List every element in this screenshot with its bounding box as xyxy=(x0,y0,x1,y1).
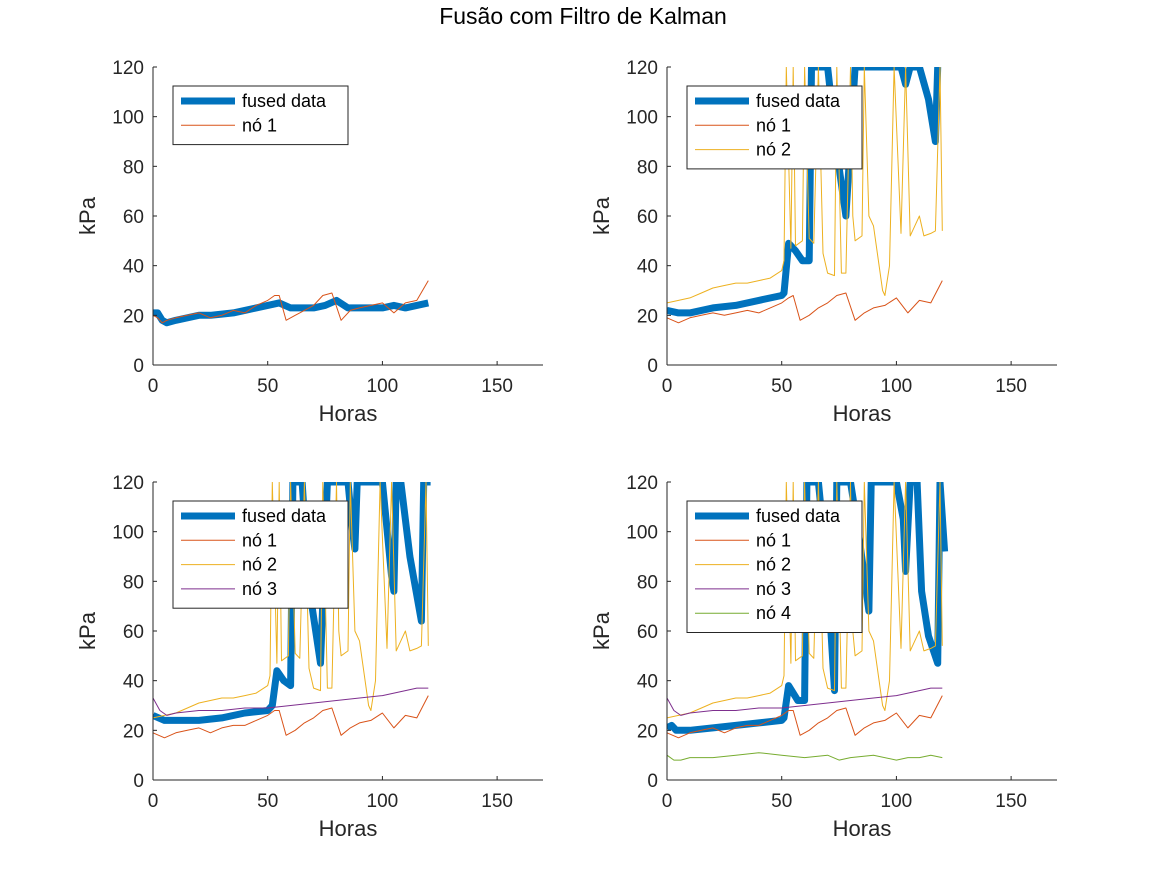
y-tick-label: 60 xyxy=(637,622,658,643)
series-line-fused xyxy=(667,482,949,734)
y-tick-label: 80 xyxy=(637,157,658,178)
subplot-grid: 0 20 40 60 80 100 120 0 50 100 150 Horas kPa fused da… xyxy=(75,58,1057,841)
x-tick-label: 50 xyxy=(257,376,278,397)
y-axis-label: kPa xyxy=(589,196,614,235)
legend-box xyxy=(172,85,349,146)
y-tick-label: 80 xyxy=(123,572,144,593)
x-tick-label: 0 xyxy=(148,376,159,397)
y-tick-label: 0 xyxy=(133,771,144,792)
legend: fused data nó 1 xyxy=(172,85,349,146)
x-tick-label: 150 xyxy=(995,376,1027,397)
legend-box xyxy=(686,500,863,633)
series-line-n2 xyxy=(667,67,943,304)
legend-label: nó 1 xyxy=(242,530,277,550)
y-axis-label: kPa xyxy=(589,611,614,650)
x-tick-label: 0 xyxy=(662,791,673,812)
x-tick-label: 100 xyxy=(881,376,913,397)
subplot-1: 0 20 40 60 80 100 120 0 50 100 150 Horas kPa fused da… xyxy=(75,58,543,426)
x-axis-label: Horas xyxy=(833,401,892,426)
legend-label: fused data xyxy=(756,91,841,111)
x-tick-label: 50 xyxy=(257,791,278,812)
legend-label: fused data xyxy=(242,506,327,526)
series-group xyxy=(153,280,430,327)
subplot-2: 0 20 40 60 80 100 120 0 50 100 150 Horas kPa fused da… xyxy=(589,58,1057,426)
legend-label: nó 4 xyxy=(756,603,791,623)
series-line-n1 xyxy=(153,695,429,739)
y-tick-label: 20 xyxy=(123,721,144,742)
y-tick-label: 100 xyxy=(112,108,144,129)
y-tick-label: 40 xyxy=(637,672,658,693)
y-axis-label: kPa xyxy=(75,196,100,235)
y-tick-label: 60 xyxy=(123,622,144,643)
series-line-n1 xyxy=(153,280,429,324)
series-line-fused xyxy=(153,482,431,724)
series-line-n3 xyxy=(153,687,429,716)
legend-label: nó 2 xyxy=(242,555,277,575)
y-axis-label: kPa xyxy=(75,611,100,650)
legend: fused data nó 1 nó 2 xyxy=(686,85,863,170)
legend-label: nó 1 xyxy=(242,115,277,135)
legend-label: nó 2 xyxy=(756,555,791,575)
y-tick-label: 60 xyxy=(637,207,658,228)
subplot-3: 0 20 40 60 80 100 120 0 50 100 150 Horas kPa fused da… xyxy=(75,473,543,841)
y-tick-label: 100 xyxy=(626,523,658,544)
y-tick-label: 20 xyxy=(637,306,658,327)
y-tick-label: 120 xyxy=(626,473,658,494)
y-tick-label: 120 xyxy=(112,473,144,494)
y-tick-label: 0 xyxy=(647,356,658,377)
y-tick-label: 40 xyxy=(637,257,658,278)
legend-label: nó 3 xyxy=(242,579,277,599)
series-line-n3 xyxy=(667,687,943,716)
x-tick-label: 0 xyxy=(662,376,673,397)
y-tick-label: 120 xyxy=(626,58,658,79)
legend-label: nó 1 xyxy=(756,115,791,135)
y-tick-label: 20 xyxy=(123,306,144,327)
figure-title: Fusão com Filtro de Kalman xyxy=(439,3,727,29)
y-tick-label: 40 xyxy=(123,672,144,693)
legend-label: nó 3 xyxy=(756,579,791,599)
x-tick-label: 0 xyxy=(148,791,159,812)
x-tick-label: 100 xyxy=(367,791,399,812)
y-tick-label: 80 xyxy=(637,572,658,593)
y-tick-label: 60 xyxy=(123,207,144,228)
y-tick-label: 120 xyxy=(112,58,144,79)
series-line-n4 xyxy=(667,752,943,761)
legend-label: nó 2 xyxy=(756,140,791,160)
series-line-n1 xyxy=(667,695,943,739)
y-tick-label: 0 xyxy=(133,356,144,377)
series-line-fused xyxy=(153,296,430,327)
x-tick-label: 150 xyxy=(995,791,1027,812)
legend-label: nó 1 xyxy=(756,530,791,550)
y-tick-label: 80 xyxy=(123,157,144,178)
legend-label: fused data xyxy=(242,91,327,111)
y-tick-label: 0 xyxy=(647,771,658,792)
x-axis-label: Horas xyxy=(833,816,892,841)
y-tick-label: 100 xyxy=(626,108,658,129)
x-tick-label: 100 xyxy=(367,376,399,397)
y-tick-label: 100 xyxy=(112,523,144,544)
legend-label: fused data xyxy=(756,506,841,526)
x-axis-label: Horas xyxy=(319,816,378,841)
y-tick-label: 40 xyxy=(123,257,144,278)
legend: fused data nó 1 nó 2 nó 3 nó 4 xyxy=(686,500,863,633)
x-tick-label: 50 xyxy=(771,791,792,812)
x-tick-label: 150 xyxy=(481,791,513,812)
x-tick-label: 50 xyxy=(771,376,792,397)
x-axis-label: Horas xyxy=(319,401,378,426)
x-tick-label: 100 xyxy=(881,791,913,812)
series-line-n1 xyxy=(667,280,943,324)
y-tick-label: 20 xyxy=(637,721,658,742)
subplot-4: 0 20 40 60 80 100 120 0 50 100 150 Horas kPa fused da… xyxy=(589,473,1057,841)
x-tick-label: 150 xyxy=(481,376,513,397)
legend: fused data nó 1 nó 2 nó 3 xyxy=(172,500,349,609)
